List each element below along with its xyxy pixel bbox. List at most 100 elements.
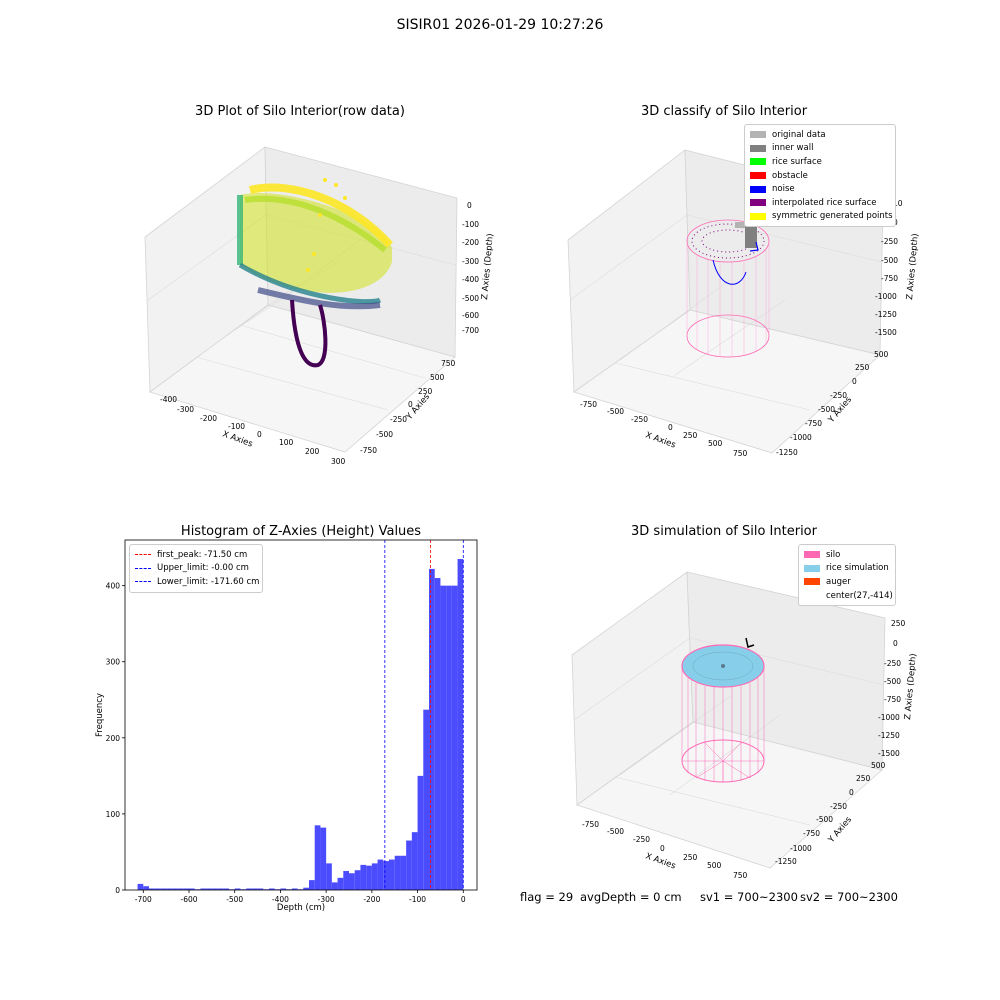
legend-item-rice-simulation: rice simulation: [804, 562, 890, 576]
histogram-bar: [137, 883, 144, 890]
svg-text:-1250: -1250: [776, 448, 798, 457]
plot1-xticks: -400 -300 -200 -100 0 100 200 300: [160, 395, 346, 466]
svg-text:-1250: -1250: [875, 310, 897, 319]
plot2-title: 3D classify of Silo Interior: [640, 104, 808, 119]
svg-text:0: 0: [852, 377, 857, 386]
legend-item-obstacle: obstacle: [750, 169, 890, 183]
histogram-bar: [320, 827, 327, 890]
histogram-bar: [206, 888, 212, 890]
histogram-xlabel: Depth (cm): [277, 903, 325, 913]
flag-text: flag = 29: [520, 890, 574, 904]
svg-text:250: 250: [683, 853, 698, 862]
histogram-bar: [377, 859, 384, 890]
svg-text:10: 10: [893, 199, 903, 208]
histogram-bar: [354, 870, 361, 890]
svg-text:500: 500: [871, 761, 886, 770]
legend-item-symmetric: symmetric generated points: [750, 210, 893, 224]
histogram-ylabel: Frequency: [95, 693, 105, 737]
svg-text:-100: -100: [228, 422, 245, 431]
histogram-bar: [360, 864, 367, 890]
plot2-zlabel: Z Axies (Depth): [905, 233, 921, 300]
plot4-silo-simulation: [681, 637, 765, 783]
svg-text:200: 200: [305, 447, 320, 456]
histogram-legend: first_peak: -71.50 cm Upper_limit: -0.00…: [129, 544, 263, 593]
svg-text:750: 750: [733, 871, 748, 880]
histogram-bar: [337, 877, 344, 890]
svg-text:-500: -500: [818, 405, 835, 414]
svg-text:-100: -100: [462, 220, 479, 229]
histogram-bar: [457, 559, 464, 890]
svg-text:500: 500: [874, 350, 889, 359]
svg-text:-600: -600: [462, 311, 479, 320]
histogram-bar: [217, 888, 224, 890]
histogram-bar: [143, 886, 149, 890]
svg-text:-750: -750: [881, 274, 898, 283]
histogram-bar: [326, 863, 332, 890]
legend-item-first-peak: first_peak: -71.50 cm: [135, 548, 257, 562]
svg-text:0: 0: [408, 400, 413, 409]
svg-text:-250: -250: [830, 391, 847, 400]
plot1-xlabel: X Axies: [221, 429, 254, 449]
histogram-bar: [349, 873, 355, 890]
svg-text:-700: -700: [462, 326, 479, 335]
histogram-bar: [171, 888, 178, 890]
legend-item-lower-limit: Lower_limit: -171.60 cm: [135, 575, 259, 589]
histogram-bar: [400, 855, 407, 890]
legend-item-noise: noise: [750, 182, 890, 196]
plot1-zlabel: Z Axies (Depth): [480, 233, 496, 300]
histogram-bar: [440, 585, 447, 890]
histogram-chart: -700 -600 -500 -400 -300 -200 -100 0 0 100 200 300…: [95, 539, 478, 913]
y-tick-label: 300: [106, 658, 121, 667]
x-tick-label: 0: [461, 895, 466, 904]
histogram-bar: [411, 832, 418, 890]
plot2-xticks: -750 -500 -250 0 250 500 750: [580, 400, 748, 458]
histogram-bar: [417, 775, 424, 890]
svg-text:-500: -500: [607, 827, 624, 836]
y-tick-label: 0: [115, 886, 120, 895]
histogram-bar: [434, 578, 441, 890]
svg-text:-250: -250: [830, 802, 847, 811]
figure-title: SISIR01 2026-01-29 10:27:26: [396, 17, 604, 33]
legend-item-auger: auger: [804, 575, 890, 589]
plot4-zticks: 250 0 -250 -500 -750 -1000 -1250 -1500: [878, 619, 906, 758]
histogram-bar: [269, 888, 275, 890]
histogram-bar: [211, 888, 218, 890]
histogram-bar: [149, 888, 155, 890]
plot4-xlabel: X Axies: [644, 851, 677, 871]
svg-text:-750: -750: [803, 829, 820, 838]
svg-text:-750: -750: [580, 400, 597, 409]
plot2-xlabel: X Axies: [644, 430, 677, 450]
histogram-bar: [183, 888, 189, 890]
svg-text:-500: -500: [462, 294, 479, 303]
svg-text:-250: -250: [390, 415, 407, 424]
svg-text:-750: -750: [582, 820, 599, 829]
plot1-title: 3D Plot of Silo Interior(row data): [195, 104, 405, 119]
svg-text:-200: -200: [462, 238, 479, 247]
svg-text:0: 0: [668, 423, 673, 432]
histogram-bar: [423, 709, 429, 890]
plot4-title: 3D simulation of Silo Interior: [631, 524, 817, 539]
histogram-bar: [303, 887, 309, 890]
svg-text:-400: -400: [160, 395, 177, 404]
svg-text:-250: -250: [633, 835, 650, 844]
histogram-bar: [389, 859, 395, 890]
legend-item-upper-limit: Upper_limit: -0.00 cm: [135, 562, 257, 576]
y-tick-label: 200: [106, 734, 121, 743]
legend-item-interpolated: interpolated rice surface: [750, 196, 890, 210]
legend-item-inner-wall: inner wall: [750, 142, 890, 156]
svg-text:0: 0: [893, 639, 898, 648]
histogram-bar: [331, 882, 338, 890]
histogram-bar: [406, 840, 412, 890]
plot1-3d-axes: -400 -300 -200 -100 0 100 200 300 -750 -…: [144, 146, 496, 466]
svg-text:-500: -500: [881, 256, 898, 265]
x-tick-label: -300: [318, 895, 335, 904]
histogram-frame: [124, 539, 478, 891]
histogram-bar: [371, 863, 378, 890]
histogram-bar: [251, 888, 258, 890]
plot2-3d-axes: -750 -500 -250 0 250 500 750 -1250 -1000…: [567, 149, 921, 458]
svg-text:300: 300: [331, 457, 346, 466]
plot4-yticks: -1250 -1000 -750 -500 -250 0 250 500: [775, 761, 886, 866]
svg-text:250: 250: [856, 774, 871, 783]
histogram-bar: [223, 888, 229, 890]
avg-depth-text: avgDepth = 0 cm: [580, 890, 682, 904]
